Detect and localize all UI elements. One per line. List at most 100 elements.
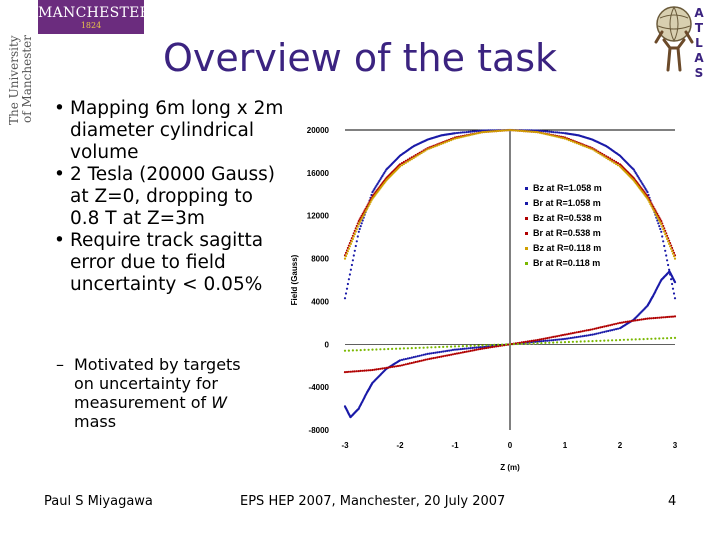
data-point [605,325,608,328]
data-point [575,336,578,339]
data-point [475,348,478,351]
data-point [540,342,543,345]
data-point [595,339,598,342]
bullet-text: Require track sagitta error due to field… [70,230,264,295]
data-point [573,331,576,334]
legend-label: Br at R=0.118 m [533,258,600,268]
data-point [528,130,531,133]
data-point [673,297,677,300]
data-point [501,129,504,132]
data-point [416,154,419,157]
data-point [349,370,352,373]
data-point [630,319,633,323]
data-point [410,156,413,159]
data-point [459,136,462,139]
data-point [673,281,677,284]
x-tick-label: 0 [508,441,513,450]
data-point [550,339,553,342]
data-point [626,338,629,341]
data-point [587,329,590,332]
data-point [353,370,356,373]
data-point [646,197,649,200]
data-point [493,345,496,348]
data-point [605,330,608,333]
data-point [434,351,437,354]
data-point [402,347,405,350]
data-point [455,348,459,351]
data-point [666,315,669,319]
data-point [514,342,517,345]
data-point [495,130,498,133]
data-point [538,129,541,132]
data-point [595,327,598,330]
data-point [369,201,372,204]
data-point [563,341,567,344]
x-tick-label: -2 [396,441,404,450]
data-point [589,333,592,336]
data-point [552,131,555,134]
data-point [442,355,445,358]
data-point [613,328,616,331]
data-point [550,336,553,339]
university-vertical-text: The University of Manchester [7,5,38,125]
data-point [395,365,398,368]
data-point [538,340,541,343]
data-point [418,354,421,357]
data-point [587,340,590,343]
x-tick-label: 2 [618,441,623,450]
data-point [485,344,488,347]
data-point [355,370,358,373]
data-point [658,219,661,222]
data-point [670,278,673,281]
data-point [350,263,353,267]
data-point [359,369,362,372]
data-point [577,335,580,338]
data-point [501,343,504,346]
data-point [389,366,392,369]
data-point [591,328,594,331]
data-point [634,338,637,341]
data-point [573,336,576,339]
data-point [536,338,539,342]
data-point [668,242,671,245]
logo-name: MANCHESTER [38,5,151,21]
data-point [658,337,661,340]
data-point [440,355,443,358]
data-point [404,363,407,366]
data-point [546,133,549,136]
data-point [347,349,350,352]
data-point [550,134,553,137]
data-point [642,184,645,187]
y-tick-label: 16000 [307,169,330,178]
data-point [558,334,561,337]
data-point [613,161,616,164]
data-point [367,204,370,207]
data-point [461,135,464,138]
data-point [673,315,677,318]
data-point [603,155,606,158]
data-point [438,351,441,354]
y-tick-label: -4000 [309,383,330,392]
data-point [355,240,358,243]
data-point [451,138,455,141]
data-point [432,145,435,149]
data-point [360,222,363,225]
data-point [575,340,578,343]
data-point [662,316,665,319]
data-point [671,315,675,318]
data-point [354,244,357,248]
data-point [569,332,572,335]
x-tick-label: 3 [673,441,678,450]
data-point [459,351,462,354]
data-point [455,352,459,355]
data-point [481,129,484,132]
data-point [461,351,464,354]
data-point [593,333,596,336]
data-point [668,315,671,318]
data-point [512,129,515,132]
data-point [481,345,484,349]
data-point [544,341,547,344]
data-point [440,350,443,353]
data-point [609,329,612,332]
data-point [412,155,415,158]
